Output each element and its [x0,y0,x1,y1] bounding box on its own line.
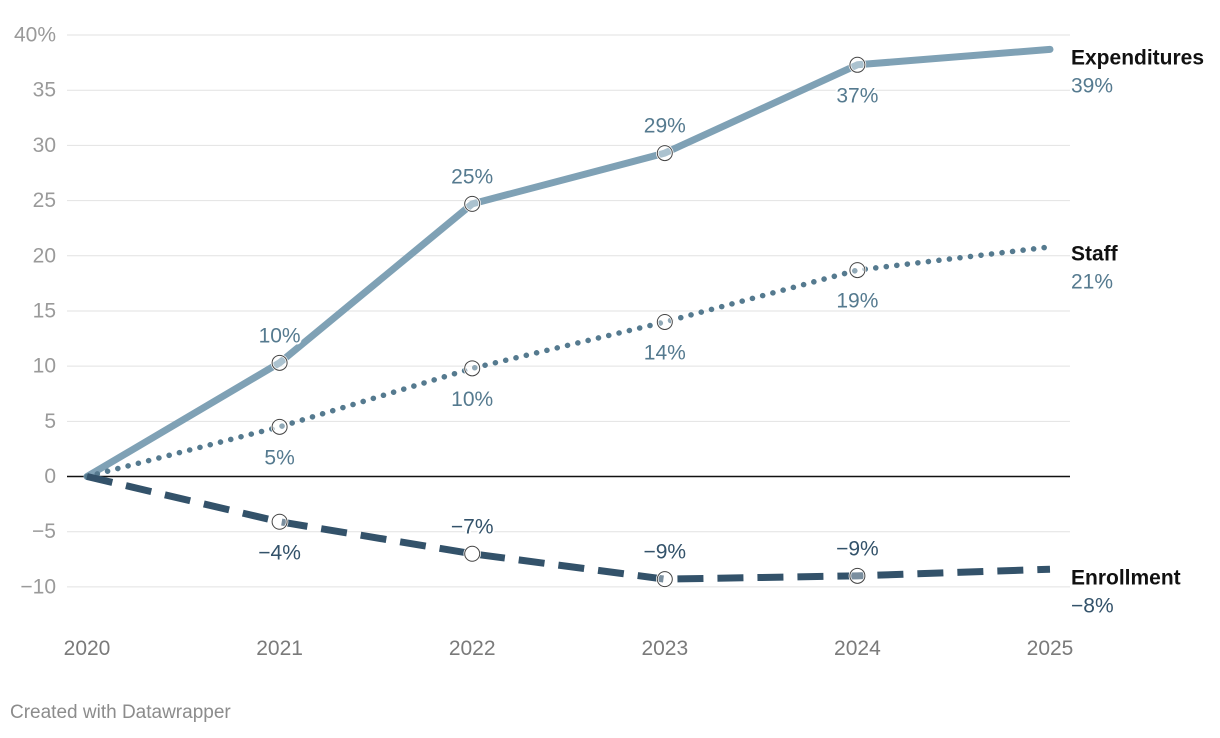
y-tick-label: 5 [44,410,56,433]
y-tick-label: 25 [33,189,56,212]
x-tick-label: 2024 [834,637,881,660]
data-marker-enrollment [271,513,288,530]
data-marker-expenditures [849,56,866,73]
data-label-expenditures: 37% [836,84,878,107]
x-tick-label: 2020 [64,637,111,660]
data-marker-staff [849,262,866,279]
x-tick-label: 2023 [641,637,688,660]
y-tick-label: 30 [33,134,56,157]
x-tick-label: 2021 [256,637,303,660]
series-end-value-expenditures: 39% [1071,75,1113,98]
y-tick-label: −10 [20,575,56,598]
data-marker-enrollment [849,567,866,584]
data-label-staff: 14% [644,341,686,364]
footer-credit: Created with Datawrapper [10,702,231,723]
series-end-value-enrollment: −8% [1071,595,1114,618]
y-tick-label: 40% [14,24,56,47]
series-line-staff [84,244,1053,480]
data-label-enrollment: −7% [451,515,494,538]
y-tick-label: 20 [33,244,56,267]
data-label-enrollment: −4% [258,541,301,564]
series-name-staff: Staff [1071,243,1119,266]
data-label-expenditures: 10% [259,324,301,347]
series-name-enrollment: Enrollment [1071,567,1181,590]
y-tick-label: −5 [32,520,56,543]
data-label-staff: 10% [451,388,493,411]
data-label-expenditures: 29% [644,115,686,138]
x-tick-label: 2022 [449,637,496,660]
data-label-staff: 19% [836,290,878,313]
data-label-enrollment: −9% [836,537,879,560]
y-tick-label: 15 [33,299,56,322]
y-tick-label: 10 [33,355,56,378]
y-tick-label: 35 [33,79,56,102]
data-label-staff: 5% [264,446,294,469]
data-marker-expenditures [464,195,481,212]
series-line-enrollment [86,473,1051,583]
y-tick-label: 0 [44,465,56,488]
data-marker-staff [464,360,481,377]
series-line-expenditures [83,45,1054,480]
data-marker-staff [271,418,288,435]
data-label-expenditures: 25% [451,165,493,188]
data-marker-enrollment [656,571,673,588]
data-marker-expenditures [271,354,288,371]
series-name-expenditures: Expenditures [1071,47,1204,70]
data-marker-enrollment [464,545,481,562]
data-marker-staff [656,313,673,330]
series-end-value-staff: 21% [1071,271,1113,294]
x-tick-label: 2025 [1027,637,1074,660]
data-label-enrollment: −9% [643,541,686,564]
data-marker-expenditures [656,145,673,162]
